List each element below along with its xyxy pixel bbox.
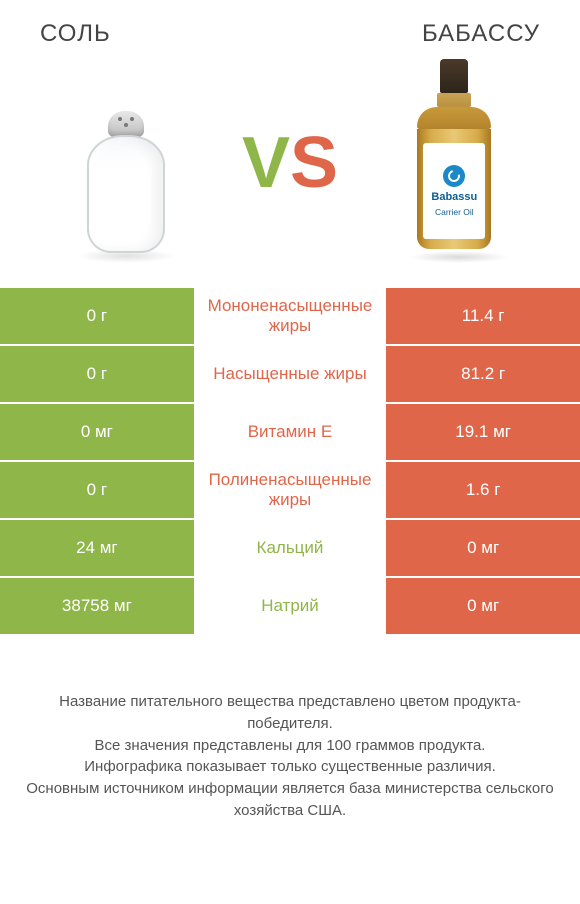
vs-label: VS: [242, 127, 338, 199]
right-value: 1.6 г: [386, 462, 580, 518]
left-value: 0 г: [0, 346, 194, 402]
left-value: 0 г: [0, 288, 194, 344]
bottle-logo-icon: [443, 165, 465, 187]
bottle-body-icon: Babassu Carrier Oil: [417, 129, 491, 249]
right-product-title: БАБАССУ: [422, 20, 540, 48]
bottle-label-title: Babassu: [431, 191, 477, 203]
nutrient-name: Насыщенные жиры: [194, 346, 387, 402]
nutrient-name: Кальций: [194, 520, 387, 576]
footer-line: Название питательного вещества представл…: [20, 691, 560, 735]
comparison-table: 0 гМононенасыщенные жиры11.4 г0 гНасыщен…: [0, 288, 580, 636]
bottle-cap-icon: [440, 59, 468, 93]
table-row: 0 гНасыщенные жиры81.2 г: [0, 346, 580, 404]
bottle-shoulder-icon: [417, 107, 491, 129]
bottle-label-sub: Carrier Oil: [435, 207, 474, 217]
footer-line: Все значения представлены для 100 граммо…: [20, 735, 560, 757]
left-value: 0 мг: [0, 404, 194, 460]
nutrient-name: Полиненасыщенные жиры: [194, 462, 387, 518]
vs-s: S: [290, 123, 338, 203]
right-value: 0 мг: [386, 578, 580, 634]
table-row: 24 мгКальций0 мг: [0, 520, 580, 578]
left-product-image: [51, 63, 201, 263]
bottle-label: Babassu Carrier Oil: [423, 143, 485, 239]
header: СОЛЬ БАБАССУ: [0, 0, 580, 58]
table-row: 0 гПолиненасыщенные жиры1.6 г: [0, 462, 580, 520]
vs-v: V: [242, 123, 290, 203]
left-product-title: СОЛЬ: [40, 20, 111, 48]
right-product-image: Babassu Carrier Oil: [379, 63, 529, 263]
nutrient-name: Витамин E: [194, 404, 387, 460]
footer-line: Основным источником информации является …: [20, 778, 560, 822]
nutrient-name: Мононенасыщенные жиры: [194, 288, 387, 344]
left-value: 38758 мг: [0, 578, 194, 634]
footer-line: Инфографика показывает только существенн…: [20, 756, 560, 778]
table-row: 0 гМононенасыщенные жиры11.4 г: [0, 288, 580, 346]
right-value: 0 мг: [386, 520, 580, 576]
footer-notes: Название питательного вещества представл…: [0, 636, 580, 822]
right-value: 19.1 мг: [386, 404, 580, 460]
left-value: 0 г: [0, 462, 194, 518]
nutrient-name: Натрий: [194, 578, 387, 634]
table-row: 0 мгВитамин E19.1 мг: [0, 404, 580, 462]
right-value: 11.4 г: [386, 288, 580, 344]
right-value: 81.2 г: [386, 346, 580, 402]
salt-shaker-body-icon: [87, 135, 165, 253]
images-row: VS Babassu Carrier Oil: [0, 58, 580, 288]
table-row: 38758 мгНатрий0 мг: [0, 578, 580, 636]
bottle-shadow-icon: [409, 251, 509, 263]
salt-shaker-cap-icon: [108, 111, 144, 137]
bottle-neck-icon: [437, 93, 471, 107]
left-value: 24 мг: [0, 520, 194, 576]
